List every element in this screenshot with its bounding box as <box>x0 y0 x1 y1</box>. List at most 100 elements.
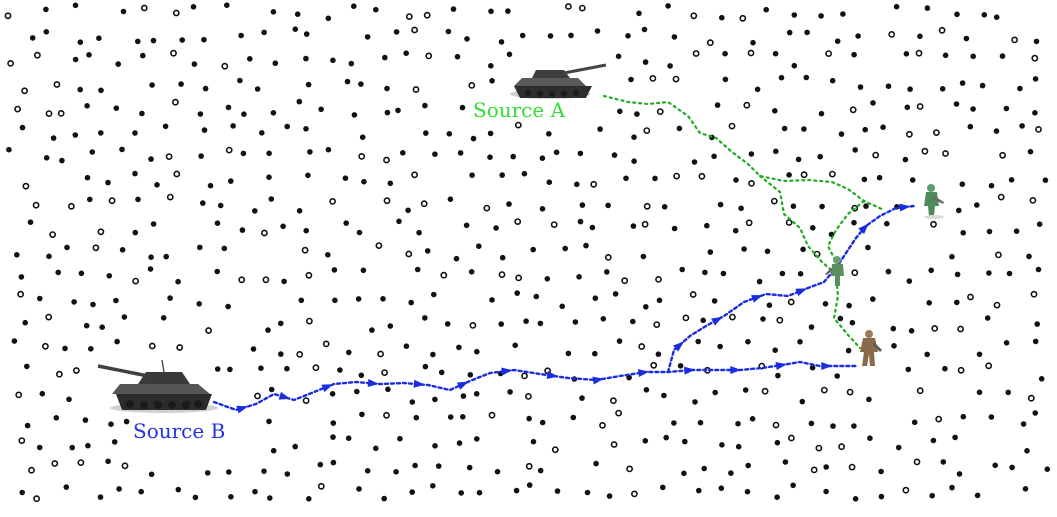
sensor-node-629 <box>397 435 403 442</box>
sensor-node-438 <box>559 303 565 310</box>
sensor-node-412 <box>797 271 804 277</box>
sensor-node-374 <box>707 249 714 255</box>
sensor-node-632 <box>474 436 480 442</box>
sensor-node-653 <box>105 458 111 465</box>
sensor-node-694 <box>192 494 199 501</box>
sensor-node-605 <box>671 420 677 426</box>
sensor-node-15 <box>450 6 457 12</box>
sensor-node-58 <box>671 34 678 40</box>
sensor-node-596 <box>413 414 420 421</box>
sensor-node-701 <box>381 495 388 502</box>
sensor-node-100 <box>851 51 857 58</box>
sensor-node-261 <box>521 170 528 177</box>
sensor-node-131 <box>857 84 864 90</box>
source-b-arrow-1-3 <box>795 288 808 297</box>
sensor-node-518 <box>797 339 803 345</box>
sensor-node-384 <box>55 269 61 276</box>
source-b-path-main <box>212 360 860 412</box>
sensor-node-105 <box>999 53 1006 59</box>
sensor-node-695 <box>228 494 234 500</box>
sensor-node-579 <box>799 398 806 405</box>
sensor-node-472 <box>537 320 544 327</box>
sensor-node-564 <box>385 386 391 393</box>
sensor-node-622 <box>85 442 91 449</box>
sensor-node-362 <box>325 252 331 258</box>
sensor-node-170 <box>1003 105 1010 112</box>
sensor-node-273 <box>829 170 836 178</box>
sensor-node-662 <box>364 468 371 474</box>
sensor-node-489 <box>984 315 991 321</box>
sensor-node-406 <box>655 275 662 283</box>
sensor-node-382 <box>1026 253 1032 260</box>
sensor-node-721 <box>902 486 910 494</box>
sensor-node-84 <box>348 60 355 67</box>
sensor-node-505 <box>430 351 436 358</box>
sensor-node-21 <box>665 3 671 9</box>
sensor-node-135 <box>959 80 966 86</box>
sensor-node-469 <box>469 321 477 329</box>
sensor-node-650 <box>28 466 35 474</box>
sensor-node-119 <box>384 85 390 92</box>
sensor-node-487 <box>931 324 939 332</box>
sensor-node-41 <box>201 36 207 43</box>
sensor-node-130 <box>829 77 836 84</box>
sensor-node-236 <box>795 156 802 163</box>
sensor-node-107 <box>21 87 28 95</box>
sensor-node-376 <box>764 248 771 255</box>
sensor-node-257 <box>387 180 394 187</box>
source-b-routing-path <box>212 204 916 412</box>
sensor-node-339 <box>704 222 710 229</box>
sensor-node-247 <box>105 179 111 186</box>
sensor-node-238 <box>852 147 858 153</box>
sensor-node-458 <box>99 324 105 331</box>
sensor-node-711 <box>631 490 638 498</box>
sensor-node-35 <box>43 29 50 35</box>
sensor-node-552 <box>942 365 948 372</box>
sensor-node-251 <box>207 182 214 189</box>
sensor-node-315 <box>1029 196 1037 204</box>
sensor-node-414 <box>885 268 892 275</box>
sensor-node-419 <box>1006 270 1013 277</box>
sensor-node-51 <box>498 39 505 45</box>
sensor-node-4 <box>140 4 148 12</box>
sensor-node-278 <box>988 182 995 189</box>
sensor-node-640 <box>735 443 742 450</box>
sensor-node-244 <box>1027 148 1034 155</box>
sensor-node-614 <box>935 415 943 423</box>
sensor-node-5 <box>172 9 180 17</box>
sensor-node-328 <box>396 218 402 225</box>
sensor-node-588 <box>53 415 60 421</box>
sensor-node-197 <box>801 126 807 132</box>
sensor-node-292 <box>329 197 336 205</box>
sensor-node-411 <box>779 270 786 277</box>
sensor-node-10 <box>325 15 332 22</box>
sensor-node-53 <box>547 33 554 39</box>
sensor-node-396 <box>360 267 367 274</box>
sensor-node-545 <box>677 363 684 369</box>
tank-icon-source-a <box>510 63 607 99</box>
sensor-node-82 <box>303 55 309 62</box>
source-b-label: Source B <box>133 419 226 443</box>
sensor-node-621 <box>69 444 75 451</box>
sensor-node-56 <box>625 33 631 39</box>
sensor-node-445 <box>766 302 773 309</box>
sensor-node-381 <box>995 251 1002 259</box>
sensor-node-94 <box>692 50 700 57</box>
sensor-node-178 <box>201 127 208 133</box>
source-b-direction-arrows <box>236 203 911 414</box>
sensor-node-589 <box>82 417 89 423</box>
sensor-node-544 <box>650 361 658 369</box>
sensor-node-213 <box>165 153 173 160</box>
sensor-node-63 <box>834 38 841 44</box>
sensor-node-490 <box>1034 321 1040 327</box>
sensor-node-76 <box>140 52 146 59</box>
sensor-node-646 <box>895 444 902 451</box>
sensor-node-548 <box>775 372 781 379</box>
sensor-node-538 <box>467 372 474 378</box>
sensor-node-80 <box>247 56 253 62</box>
sensor-node-184 <box>423 130 429 136</box>
sensor-node-203 <box>967 123 974 130</box>
sensor-node-720 <box>878 493 885 500</box>
sensor-node-422 <box>37 295 43 302</box>
sensor-node-352 <box>13 252 20 258</box>
